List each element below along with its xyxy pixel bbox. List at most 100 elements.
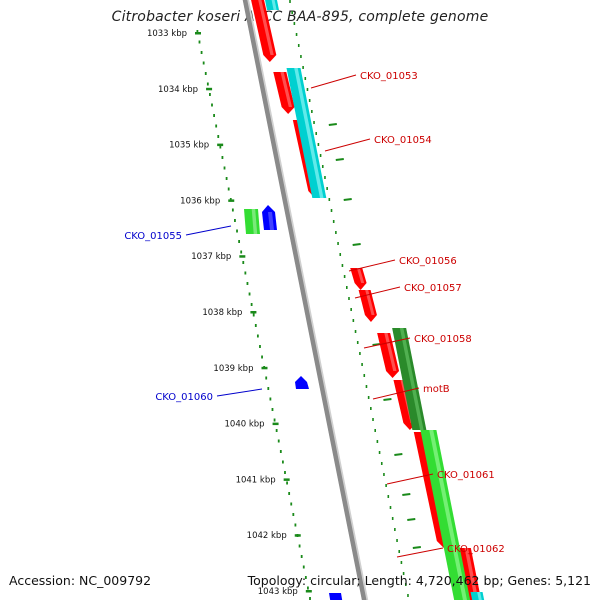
outer-dot (324, 176, 326, 179)
outer-dot (293, 22, 296, 25)
ruler-dot (294, 523, 297, 527)
inner-tick (394, 453, 403, 456)
ruler-labels: 1033 kbp 1034 kbp 1035 kbp 1036 kbp 1037 kbp… (147, 29, 312, 597)
ruler-tick (228, 199, 235, 202)
outer-dot (387, 495, 390, 498)
ruler-dot (221, 156, 224, 159)
outer-dot (356, 341, 359, 344)
outer-dot (359, 352, 361, 355)
gene-label-text[interactable]: CKO_01055 (124, 231, 182, 242)
gene-label-cko_01057[interactable]: CKO_01057 (354, 283, 462, 299)
ruler-dot (302, 565, 305, 569)
ruler-label: 1038 kbp (202, 308, 242, 318)
ruler-dot (304, 576, 307, 579)
outer-dot (328, 198, 331, 201)
inner-tick (372, 343, 381, 346)
inner-tick (412, 546, 421, 549)
outer-dot (350, 308, 352, 311)
gene-label-text[interactable]: CKO_01061 (437, 470, 495, 481)
gene-cyan-3 (470, 592, 485, 600)
gene-label-cko_01055[interactable]: CKO_01055 (124, 225, 232, 242)
outer-dot (372, 418, 374, 421)
outer-dot (337, 242, 339, 245)
ruler-dot (279, 450, 282, 453)
gene-label-text[interactable]: CKO_01056 (399, 256, 457, 267)
gene-label-cko_01060[interactable]: CKO_01060 (155, 388, 263, 403)
ruler-dot (290, 502, 293, 506)
ruler-dot (204, 72, 207, 75)
ruler-dot (275, 429, 278, 432)
backbone-line (242, 0, 367, 600)
inner-tick (383, 398, 392, 401)
gene-label-text[interactable]: CKO_01054 (374, 135, 432, 146)
outer-dot (297, 44, 300, 47)
ruler-label: 1036 kbp (180, 196, 220, 206)
ruler-dot (198, 40, 201, 44)
outer-dot (374, 429, 376, 432)
outer-dot (352, 319, 355, 322)
outer-dot (332, 220, 335, 223)
ruler-dot (225, 177, 228, 180)
ruler-dot (246, 282, 249, 285)
gene-red-5 (358, 290, 377, 322)
outer-dot (302, 66, 304, 69)
gene-features (244, 0, 485, 600)
gene-blue-bottom (329, 593, 343, 600)
outer-dot (317, 143, 320, 146)
gene-label-cko_01062[interactable]: CKO_01062 (396, 544, 505, 558)
outer-dot (396, 539, 398, 542)
ruler-tick (250, 311, 257, 314)
ruler-dot (217, 135, 220, 138)
inner-tick (352, 243, 361, 246)
ruler-tick (239, 255, 246, 258)
outer-dot (365, 385, 368, 388)
outer-dot (367, 396, 370, 399)
ruler-dot (200, 51, 203, 54)
ruler-dot (250, 303, 253, 306)
ruler-dot (242, 261, 245, 264)
ruler-label: 1042 kbp (247, 531, 287, 541)
gene-label-text[interactable]: CKO_01060 (155, 392, 213, 403)
outer-dot (376, 440, 379, 443)
gene-label-cko_01056[interactable]: CKO_01056 (348, 256, 457, 272)
outer-dot (315, 132, 318, 135)
gene-red-1 (251, 0, 277, 62)
outer-dot (304, 77, 307, 80)
leader-line (386, 473, 434, 485)
gene-label-cko_01061[interactable]: CKO_01061 (386, 470, 495, 485)
gene-label-cko_01058[interactable]: CKO_01058 (363, 334, 472, 349)
outer-dotted-line (289, 0, 409, 597)
ruler-dot (265, 376, 268, 380)
gene-label-text[interactable]: CKO_01062 (447, 544, 505, 555)
gene-label-text[interactable]: CKO_01053 (360, 71, 418, 82)
ruler-label: 1037 kbp (191, 252, 231, 262)
gene-cyan-1 (265, 0, 279, 10)
gene-label-motb[interactable]: motB (372, 384, 450, 400)
outer-dot (354, 330, 357, 333)
outer-dot (361, 363, 363, 366)
gene-label-text[interactable]: CKO_01057 (404, 283, 462, 294)
ruler-dot (252, 313, 255, 317)
leader-line (310, 74, 357, 89)
gene-label-text[interactable]: motB (423, 384, 450, 395)
gene-labels: CKO_01053 CKO_01054 CKO_01055 CKO_01056 CKO_… (124, 71, 505, 558)
gene-label-text[interactable]: CKO_01058 (414, 334, 472, 345)
ruler-dot (298, 544, 301, 548)
ruler-dot (282, 460, 284, 464)
outer-dot (291, 11, 293, 14)
ruler-dot (238, 240, 241, 243)
outer-dot (335, 231, 337, 234)
ruler-label: 1039 kbp (213, 364, 253, 374)
outer-dot (345, 286, 348, 289)
ruler-dot (196, 30, 199, 33)
leader-line (363, 337, 411, 349)
ruler-dot (256, 334, 259, 338)
ruler-label: 1033 kbp (147, 29, 187, 39)
ruler-dot (213, 114, 215, 117)
gene-label-cko_01053[interactable]: CKO_01053 (310, 71, 418, 89)
gene-label-cko_01054[interactable]: CKO_01054 (324, 135, 432, 152)
outer-dot (343, 275, 346, 278)
ruler-tick (305, 590, 312, 593)
gene-red-4 (350, 268, 367, 290)
